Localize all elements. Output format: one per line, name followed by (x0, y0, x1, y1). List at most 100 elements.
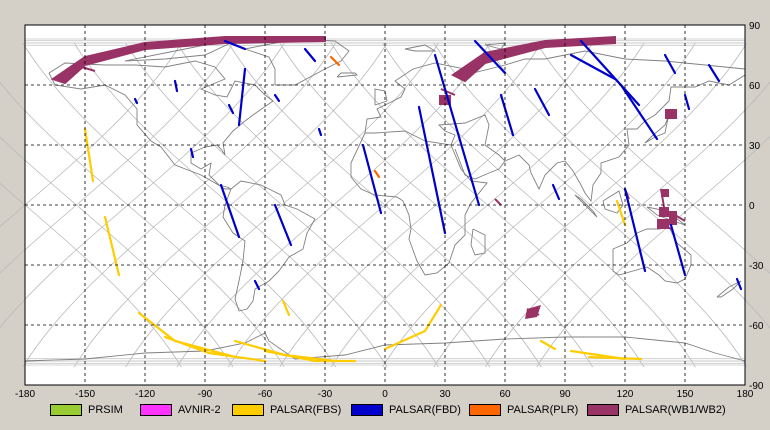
x-tick-label: -90 (198, 389, 213, 400)
wb-block (659, 207, 669, 217)
legend-label-avnir2: AVNIR-2 (178, 404, 221, 416)
y-tick-label: -60 (749, 321, 764, 332)
x-tick-label: 180 (737, 389, 754, 400)
coverage-path-fbd (433, 53, 481, 207)
x-tick-label: -150 (75, 389, 95, 400)
coverage-path-fbd (219, 183, 241, 239)
y-tick-label: 90 (749, 21, 761, 32)
legend-label-plr: PALSAR(PLR) (507, 404, 579, 416)
coverage-path-fbd (361, 143, 383, 215)
legend-item-fbs: PALSAR(FBS) (232, 402, 341, 418)
wb-swath (50, 36, 326, 85)
legend-item-fbd: PALSAR(FBD) (351, 402, 461, 418)
y-tick-label: 60 (749, 81, 761, 92)
coverage-path-fbd (237, 67, 247, 127)
legend-label-wb: PALSAR(WB1/WB2) (625, 404, 726, 416)
coastline (612, 226, 692, 284)
coastline (24, 332, 746, 362)
coverage-path-fbs (163, 335, 267, 363)
coverage-path-fbd (417, 105, 447, 235)
x-tick-label: -30 (318, 389, 333, 400)
coverage-path-fbs (383, 303, 443, 351)
coverage-path-fbs (615, 199, 627, 227)
legend-label-fbs: PALSAR(FBS) (270, 404, 342, 416)
coastline (48, 60, 274, 190)
coverage-path-fbd (273, 203, 293, 247)
plot-frame (24, 24, 746, 386)
coverage-paths (50, 35, 743, 363)
coverage-path-fbd (303, 47, 317, 63)
coastline (336, 72, 358, 78)
coverage-path-fbd (707, 63, 721, 83)
legend-label-prism: PRSIM (88, 404, 123, 416)
coverage-path-fbs (587, 355, 643, 361)
coverage-path-fbd (253, 279, 261, 291)
legend-swatch-plr (469, 404, 501, 416)
legend-swatch-fbd (351, 404, 383, 416)
coastline (437, 114, 506, 180)
wb-swath (674, 214, 686, 222)
coastline (222, 180, 316, 312)
coastline (350, 130, 488, 276)
y-axis: 90 60 30 0 -30 -60 -90 (749, 21, 764, 392)
coverage-path-plr (373, 169, 381, 179)
x-tick-label: -180 (15, 389, 35, 400)
y-tick-label: 30 (749, 141, 761, 152)
legend-swatch-fbs (232, 404, 264, 416)
coverage-path-fbd (669, 223, 687, 277)
orbit-track (0, 136, 234, 368)
wb-block (525, 305, 541, 319)
orbit-track (382, 42, 696, 368)
wb-block (657, 219, 669, 229)
coastline (364, 50, 746, 134)
coverage-path-fbd (683, 93, 691, 111)
coverage-path-fbd (569, 53, 617, 81)
coastline (470, 228, 486, 256)
coastline (504, 74, 746, 203)
coverage-path-fbd (317, 127, 323, 137)
coverage-path-fbd (473, 39, 507, 75)
coverage-path-plr (329, 55, 341, 67)
wb-block (669, 211, 677, 225)
x-tick-label: 120 (617, 389, 634, 400)
x-tick-label: 0 (382, 389, 388, 400)
legend-item-prism: PRSIM (50, 402, 123, 418)
coverage-path-fbs (539, 339, 557, 351)
coverage-path-fbd (663, 53, 677, 75)
coverage-path-fbd (735, 277, 743, 291)
coverage-path-fbd (273, 93, 281, 103)
legend-swatch-prism (50, 404, 82, 416)
legend: PRSIM AVNIR-2 PALSAR(FBS) PALSAR(FBD) PA… (50, 400, 770, 422)
y-tick-label: -30 (749, 261, 764, 272)
coverage-path-fbd (189, 147, 195, 159)
coverage-path-fbd (533, 87, 551, 117)
x-tick-label: 150 (677, 389, 694, 400)
wb-block (665, 109, 677, 119)
coverage-path-fbs (281, 299, 291, 317)
legend-item-wb: PALSAR(WB1/WB2) (587, 402, 726, 418)
legend-swatch-wb (587, 404, 619, 416)
coverage-path-fbs (83, 127, 95, 183)
coverage-path-fbs (263, 349, 357, 363)
coverage-path-fbd (623, 187, 647, 273)
legend-item-plr: PALSAR(PLR) (469, 402, 578, 418)
coverage-path-fbd (227, 103, 235, 115)
y-tick-label: 0 (749, 201, 755, 212)
x-tick-label: -120 (135, 389, 155, 400)
coverage-path-fbd (223, 39, 247, 51)
orbit-track (22, 42, 336, 368)
x-tick-label: -60 (258, 389, 273, 400)
coverage-path-fbd (619, 83, 659, 141)
orbit-track (485, 42, 770, 329)
x-tick-label: 30 (439, 389, 451, 400)
coverage-path-fbd (551, 183, 561, 201)
coastline (484, 42, 506, 50)
coverage-path-fbd (173, 79, 179, 93)
wb-swath (74, 64, 96, 72)
coastline (404, 44, 437, 52)
y-tick-label: -90 (749, 381, 764, 392)
orbit-track (279, 42, 593, 368)
orbit-track (125, 42, 439, 368)
legend-label-fbd: PALSAR(FBD) (389, 404, 461, 416)
